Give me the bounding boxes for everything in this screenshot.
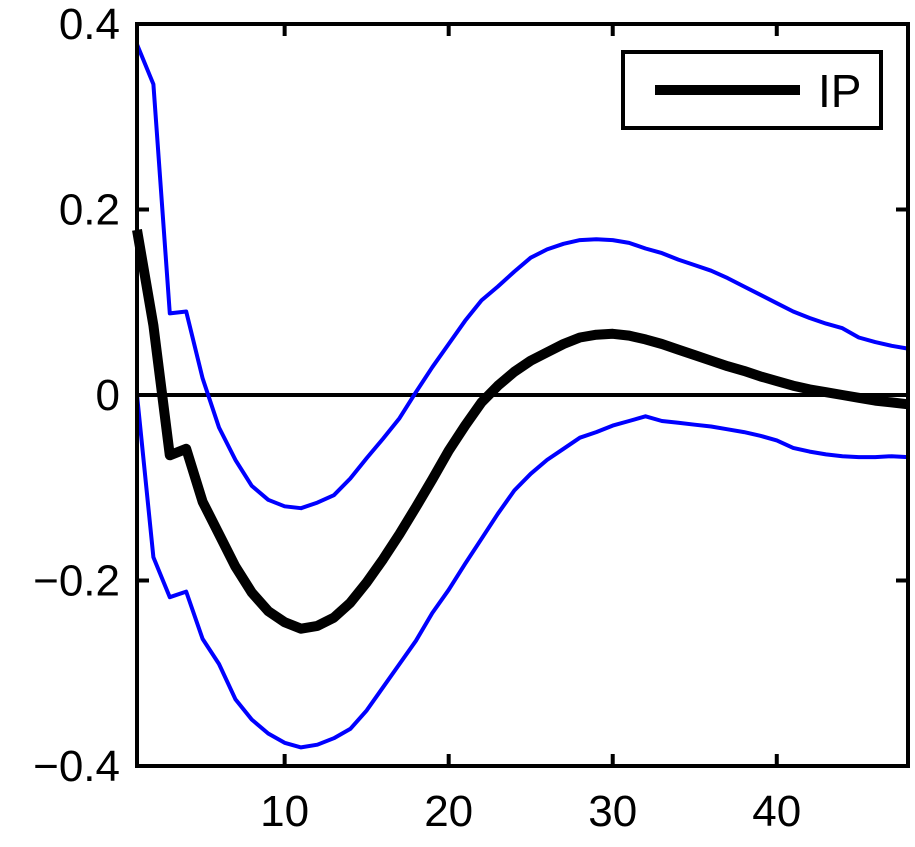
y-tick-label: 0.4 <box>59 0 120 49</box>
legend-label-ip: IP <box>818 65 861 117</box>
x-tick-label: 20 <box>424 787 473 836</box>
upper-band-line <box>135 43 909 511</box>
series-line-ip <box>132 229 909 634</box>
y-tick-label: −0.4 <box>33 742 120 791</box>
lower-band-line <box>135 394 909 750</box>
x-tick-label: 40 <box>752 787 801 836</box>
x-tick-label: 10 <box>260 787 309 836</box>
y-tick-labels: 0.4 0.2 0 −0.2 −0.4 <box>33 0 120 791</box>
x-tick-labels: 10 20 30 40 <box>260 787 801 836</box>
plot-lines <box>132 43 909 750</box>
y-tick-label: 0.2 <box>59 186 120 235</box>
axis-ticks <box>137 22 908 768</box>
x-tick-label: 30 <box>588 787 637 836</box>
legend: IP <box>621 50 883 130</box>
y-tick-label: −0.2 <box>33 557 120 606</box>
y-tick-label: 0 <box>96 371 120 420</box>
